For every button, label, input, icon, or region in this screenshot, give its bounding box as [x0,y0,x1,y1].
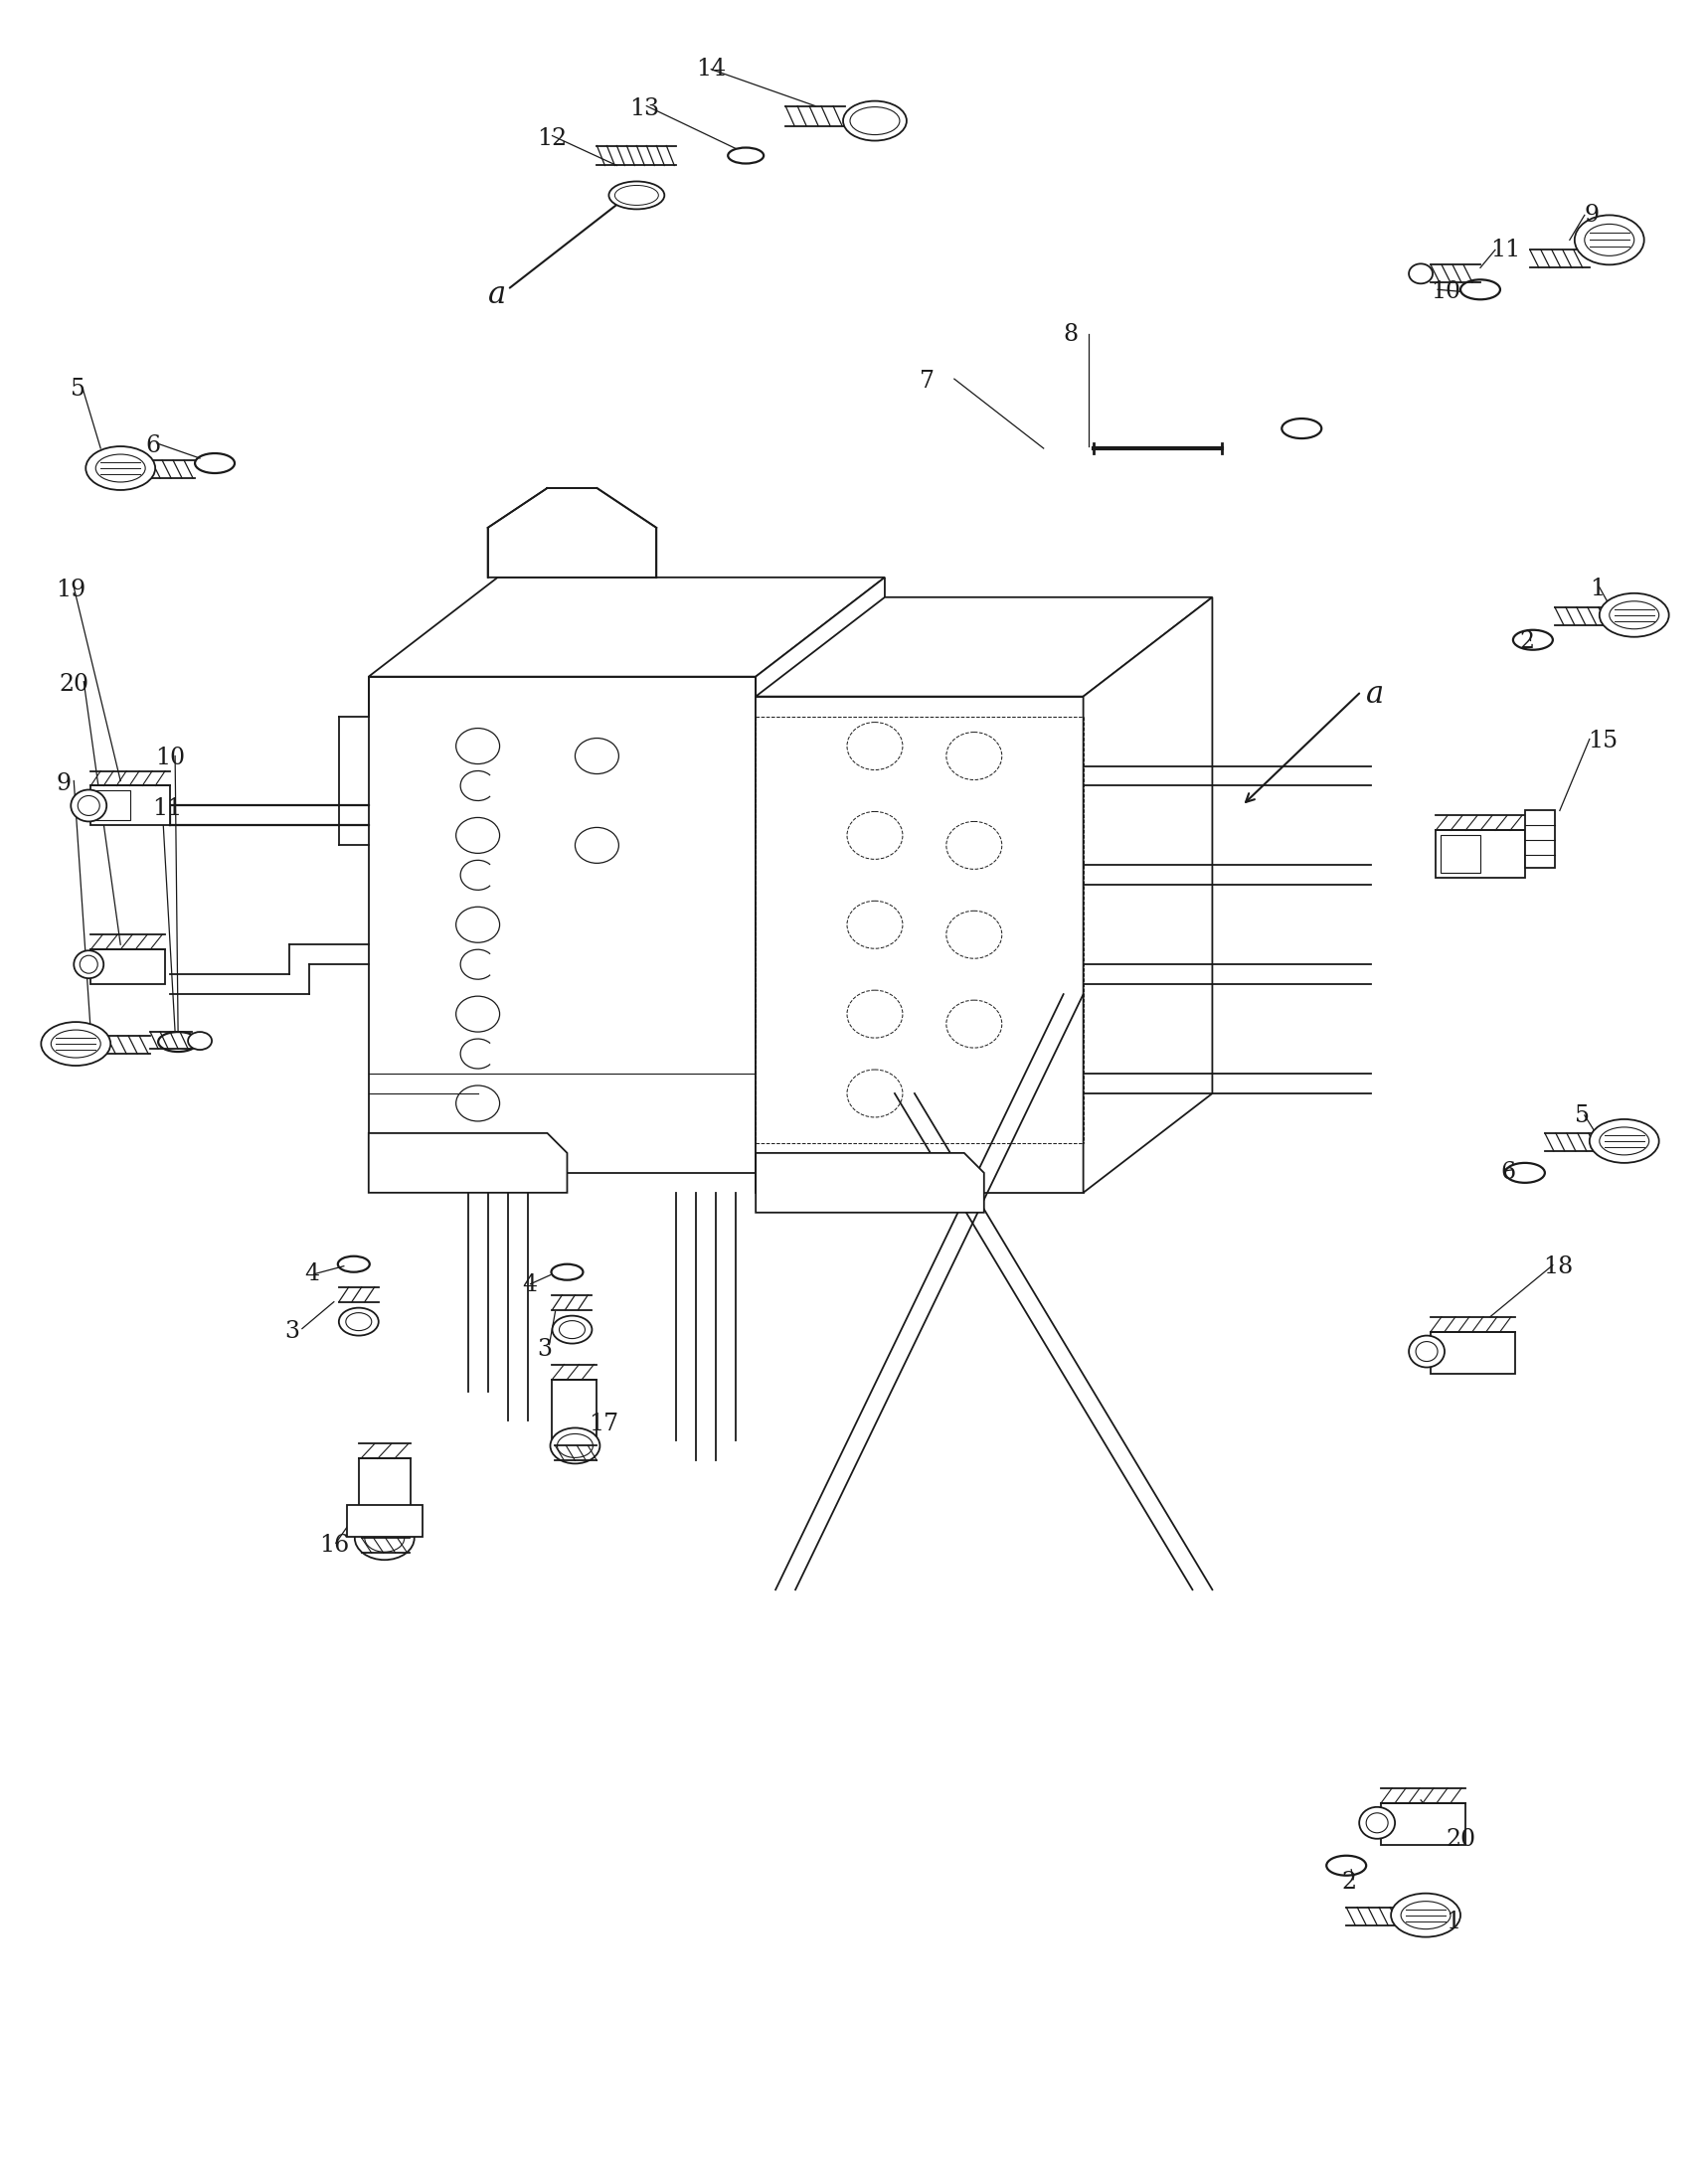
Bar [1440,835,1481,872]
Bar [552,1380,596,1439]
Bar [1382,1803,1465,1844]
Polygon shape [755,1152,984,1213]
Text: 3: 3 [284,1319,299,1343]
Text: 3: 3 [538,1339,552,1361]
Text: a: a [488,280,506,310]
Bar [369,1458,398,1539]
Ellipse shape [1409,1335,1445,1367]
Text: 20: 20 [1445,1829,1476,1851]
Text: 15: 15 [1587,729,1617,753]
Text: 17: 17 [589,1413,618,1434]
Ellipse shape [1599,592,1669,638]
Text: 16: 16 [319,1534,348,1556]
Text: 9: 9 [1585,204,1600,226]
Ellipse shape [608,182,664,208]
Bar [562,1380,588,1445]
Bar [347,1506,422,1536]
Bar [96,790,130,820]
Polygon shape [755,577,885,1172]
Text: 13: 13 [630,98,659,119]
Text: 6: 6 [1500,1161,1515,1185]
Text: 10: 10 [155,746,184,770]
Ellipse shape [1409,265,1433,284]
Text: 5: 5 [70,378,85,399]
Text: 9: 9 [56,773,72,794]
Ellipse shape [73,950,104,979]
Ellipse shape [355,1517,415,1560]
Ellipse shape [1360,1808,1395,1838]
Text: 2: 2 [1520,631,1535,653]
Ellipse shape [552,1315,593,1343]
Polygon shape [369,677,755,1172]
Text: 11: 11 [152,796,183,820]
Text: 12: 12 [538,128,567,150]
Ellipse shape [844,102,907,141]
Text: 4: 4 [304,1263,319,1285]
Text: 4: 4 [523,1274,538,1295]
Text: 18: 18 [1542,1256,1573,1278]
Bar [1436,831,1525,879]
Text: 10: 10 [1431,280,1460,304]
Ellipse shape [338,1309,379,1335]
Polygon shape [488,488,656,577]
Text: 14: 14 [697,59,726,80]
Text: 2: 2 [1341,1871,1356,1894]
Ellipse shape [1590,1120,1658,1163]
Text: a: a [1366,679,1383,710]
Polygon shape [755,697,1083,1194]
Text: 8: 8 [1064,323,1078,345]
Ellipse shape [1575,215,1645,265]
Ellipse shape [188,1033,212,1050]
Polygon shape [369,1133,567,1194]
Bar [1431,1332,1515,1374]
Text: 5: 5 [1575,1105,1590,1128]
Text: 1: 1 [1590,577,1604,601]
Text: 1: 1 [1445,1912,1460,1933]
Text: 6: 6 [145,434,161,458]
Bar [91,786,171,825]
Text: 11: 11 [1491,239,1520,260]
Polygon shape [369,577,885,677]
Ellipse shape [1390,1894,1460,1938]
Polygon shape [1083,597,1213,1194]
Ellipse shape [85,447,155,490]
Bar [1525,812,1554,868]
Ellipse shape [550,1428,600,1463]
Ellipse shape [41,1022,111,1065]
Ellipse shape [70,790,106,822]
Bar [91,950,166,985]
Polygon shape [755,597,1213,697]
Text: 20: 20 [60,673,89,697]
Text: 7: 7 [919,369,934,393]
Bar [359,1458,410,1539]
Text: 19: 19 [56,579,85,601]
